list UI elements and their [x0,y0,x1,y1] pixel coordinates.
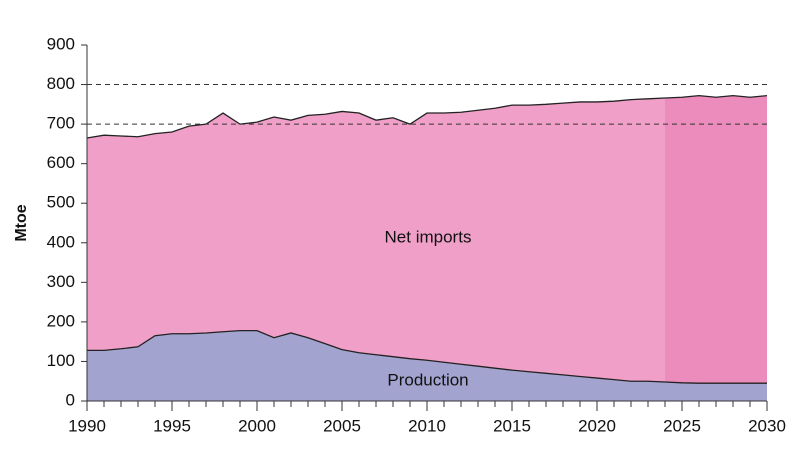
x-tick-label: 2000 [238,416,276,435]
y-tick-label: 100 [47,351,75,370]
x-tick-label: 2015 [493,416,531,435]
y-tick-label: 800 [47,74,75,93]
area [87,330,767,401]
y-tick-label: 900 [47,34,75,53]
y-axis-label: Mtoe [13,204,30,241]
x-tick-label: 2005 [323,416,361,435]
y-tick-label: 500 [47,193,75,212]
area-label: Net imports [385,227,472,246]
x-tick-label: 1990 [68,416,106,435]
y-tick-label: 200 [47,311,75,330]
y-tick-label: 400 [47,232,75,251]
x-tick-label: 2025 [663,416,701,435]
y-tick-label: 600 [47,153,75,172]
y-tick-label: 300 [47,272,75,291]
x-tick-label: 1995 [153,416,191,435]
projection-shade [665,95,767,384]
x-tick-label: 2010 [408,416,446,435]
x-tick-label: 2030 [748,416,786,435]
y-tick-label: 0 [66,390,75,409]
area [87,95,767,384]
area-edge [86,94,768,139]
area-edge [87,329,767,384]
y-tick-label: 700 [47,114,75,133]
x-tick-label: 2020 [578,416,616,435]
area-label: Production [387,370,468,389]
